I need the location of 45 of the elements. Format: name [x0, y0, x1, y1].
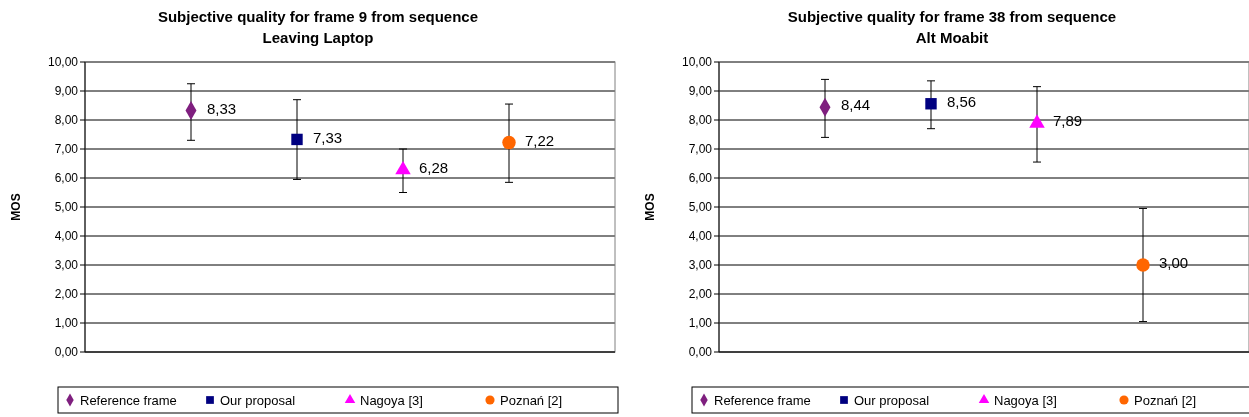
data-label: 6,28	[419, 159, 449, 177]
y-tick-label: 6,00	[54, 171, 79, 186]
chart-title: Subjective quality for frame 9 from sequence Leaving Laptop	[157, 8, 479, 46]
y-tick-label: 8,00	[54, 113, 79, 128]
y-tick-label: 7,00	[688, 142, 713, 157]
y-tick-label: 8,00	[688, 113, 713, 128]
data-label: 7,22	[525, 131, 555, 149]
y-tick-label: 6,00	[688, 171, 713, 186]
y-tick-label: 10,00	[47, 55, 79, 70]
y-tick-label: 4,00	[54, 229, 79, 244]
point	[1136, 258, 1150, 272]
y-axis-title: MOS	[643, 193, 657, 221]
data-label: 7,33	[313, 128, 343, 146]
y-tick-label: 3,00	[54, 258, 79, 273]
y-tick-label: 9,00	[688, 84, 713, 99]
y-tick-label: 7,00	[54, 142, 79, 157]
y-tick-label: 9,00	[54, 84, 79, 99]
legend-label: Poznań [2]	[500, 392, 563, 408]
y-tick-label: 0,00	[688, 345, 713, 360]
y-tick-label: 3,00	[688, 258, 713, 273]
y-axis-title: MOS	[9, 193, 23, 221]
chart-title: Subjective quality for frame 38 from sequence Alt Moabit	[787, 8, 1117, 46]
y-tick-label: 4,00	[688, 229, 713, 244]
y-tick-label: 5,00	[54, 200, 79, 215]
point	[1029, 114, 1045, 128]
y-tick-label: 1,00	[688, 316, 713, 331]
y-tick-label: 5,00	[688, 200, 713, 215]
legend-label: Our proposal	[220, 392, 296, 408]
legend-label: Poznań [2]	[1134, 392, 1197, 408]
y-tick-label: 2,00	[54, 287, 79, 302]
legend-label: Our proposal	[854, 392, 930, 408]
y-tick-label: 10,00	[681, 55, 713, 70]
legend-label: Nagoya [3]	[360, 392, 423, 408]
data-label: 8,56	[947, 93, 977, 111]
data-label: 8,44	[841, 96, 871, 114]
y-tick-label: 1,00	[54, 316, 79, 331]
data-label: 3,00	[1159, 254, 1189, 272]
legend-label: Reference frame	[714, 392, 811, 408]
y-tick-label: 2,00	[688, 287, 713, 302]
legend-label: Nagoya [3]	[994, 392, 1057, 408]
point	[925, 98, 937, 110]
y-tick-label: 0,00	[54, 345, 79, 360]
legend-label: Reference frame	[80, 392, 177, 408]
data-label: 7,89	[1053, 112, 1083, 130]
data-label: 8,33	[207, 99, 237, 117]
